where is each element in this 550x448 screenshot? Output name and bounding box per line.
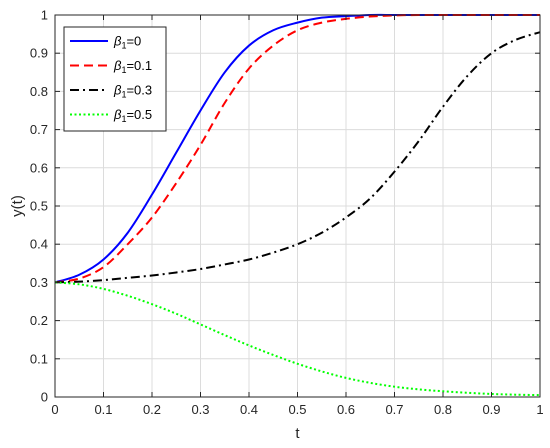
- x-tick-label: 0.5: [288, 402, 306, 417]
- y-tick-labels: 0 0.1 0.2 0.3 0.4 0.5 0.6 0.7 0.8 0.9 1: [30, 8, 48, 405]
- y-axis-label: y(t): [9, 195, 26, 217]
- y-tick-label: 0.9: [30, 46, 48, 61]
- legend-label-1: β1=0.1: [113, 58, 152, 75]
- x-tick-label: 0.1: [94, 402, 112, 417]
- y-tick-label: 1: [41, 8, 48, 23]
- legend-label-0: β1=0: [113, 34, 141, 51]
- x-tick-label: 0.3: [191, 402, 209, 417]
- legend-label-symbol: β: [113, 58, 122, 73]
- legend-label-value: =0: [126, 34, 141, 49]
- tick-marks: [54, 14, 541, 398]
- x-axis-label: t: [295, 425, 300, 442]
- legend-label-value: =0.5: [126, 107, 152, 122]
- x-tick-labels: 0 0.1 0.2 0.3 0.4 0.5 0.6 0.7 0.8 0.9 1: [51, 402, 543, 417]
- y-tick-label: 0.7: [30, 122, 48, 137]
- legend-label-symbol: β: [113, 107, 122, 122]
- y-tick-label: 0.3: [30, 275, 48, 290]
- x-tick-label: 0.7: [385, 402, 403, 417]
- y-tick-label: 0.6: [30, 160, 48, 175]
- y-tick-label: 0.2: [30, 313, 48, 328]
- x-tick-label: 0.9: [482, 402, 500, 417]
- legend-label-symbol: β: [113, 34, 122, 49]
- y-tick-label: 0.5: [30, 199, 48, 214]
- x-tick-label: 0: [51, 402, 58, 417]
- y-tick-label: 0.8: [30, 84, 48, 99]
- x-tick-label: 0.6: [337, 402, 355, 417]
- y-tick-label: 0.1: [30, 351, 48, 366]
- x-tick-label: 0.4: [240, 402, 258, 417]
- y-tick-label: 0: [41, 390, 48, 405]
- x-tick-label: 0.8: [434, 402, 452, 417]
- legend-label-symbol: β: [113, 83, 122, 98]
- legend: β1=0β1=0.1β1=0.3β1=0.5: [63, 26, 167, 132]
- legend-label-subscript: 1: [121, 41, 126, 51]
- legend-label-3: β1=0.5: [113, 107, 152, 124]
- series-line-3: [54, 281, 541, 397]
- x-tick-label: 1: [536, 402, 543, 417]
- y-tick-label: 0.4: [30, 237, 48, 252]
- legend-label-subscript: 1: [121, 90, 126, 100]
- x-tick-label: 0.2: [143, 402, 161, 417]
- legend-label-2: β1=0.3: [113, 83, 152, 100]
- legend-label-subscript: 1: [121, 65, 126, 75]
- legend-label-value: =0.1: [126, 58, 152, 73]
- series-line-2: [54, 31, 541, 284]
- legend-label-subscript: 1: [121, 114, 126, 124]
- legend-label-value: =0.3: [126, 83, 152, 98]
